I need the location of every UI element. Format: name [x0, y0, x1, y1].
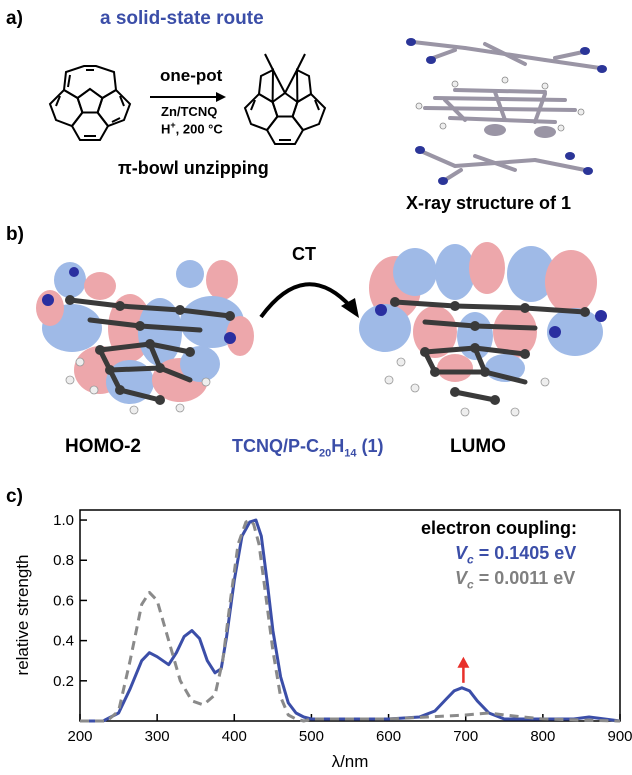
lumo-label: LUMO: [450, 436, 506, 457]
legend-title: electron coupling:: [421, 518, 578, 538]
tcnq-bottom: [421, 150, 587, 182]
y-axis-label: relative strength: [13, 555, 32, 676]
ct-label: CT: [292, 244, 316, 264]
y-tick-label: 0.6: [53, 592, 74, 609]
arrow-bottom-label-2: H+, 200 °C: [161, 120, 223, 137]
x-tick-label: 600: [376, 728, 401, 745]
arrow-bottom-label-1: Zn/TCNQ: [161, 104, 218, 119]
red-arrow-head: [457, 656, 470, 668]
x-tick-label: 800: [530, 728, 555, 745]
absorption-chart: 200 300 400 500 600 700 800 900 0.2 0.4 0.6 0.8 1.0…: [13, 509, 632, 771]
xray-caption: X-ray structure of 1: [406, 193, 572, 213]
y-tick-label: 0.2: [53, 673, 74, 690]
pc20h14-middle: [423, 88, 577, 124]
x-tick-label: 300: [145, 728, 170, 745]
x-tick-label: 400: [222, 728, 247, 745]
corannulene-structure: [48, 65, 132, 141]
series-line-grey: [80, 518, 621, 723]
legend-grey: Vc = 0.0011 eV: [455, 568, 576, 592]
homo-2-label: HOMO-2: [65, 436, 141, 457]
x-tick-label: 700: [453, 728, 478, 745]
y-tick-label: 1.0: [53, 512, 74, 529]
product-structure: [243, 53, 327, 145]
ct-arrow: [259, 282, 359, 319]
x-tick-label: 200: [67, 728, 92, 745]
x-axis-label: λ/nm: [332, 752, 369, 771]
lumo-orbital: [359, 242, 607, 417]
x-tick-label: 900: [607, 728, 632, 745]
unzipping-caption: π-bowl unzipping: [118, 158, 269, 178]
legend-blue: Vc = 0.1405 eV: [455, 543, 577, 567]
panel-c-label: c): [6, 486, 23, 507]
plot-frame: [79, 509, 621, 722]
arrow-top-label: one-pot: [160, 66, 223, 85]
tcnq-top: [411, 40, 602, 70]
route-title: a solid-state route: [100, 8, 264, 29]
complex-label: TCNQ/P-C20H14 (1): [232, 436, 384, 460]
homo-2-orbital: [36, 260, 254, 415]
panel-b-label: b): [6, 224, 24, 245]
panel-a-label: a): [6, 8, 23, 29]
reaction-scheme: [48, 53, 327, 145]
y-tick-label: 0.4: [53, 633, 74, 650]
xray-structure: [406, 38, 607, 185]
x-tick-label: 500: [299, 728, 324, 745]
y-tick-label: 0.8: [53, 552, 74, 569]
series-line-blue: [80, 518, 621, 723]
